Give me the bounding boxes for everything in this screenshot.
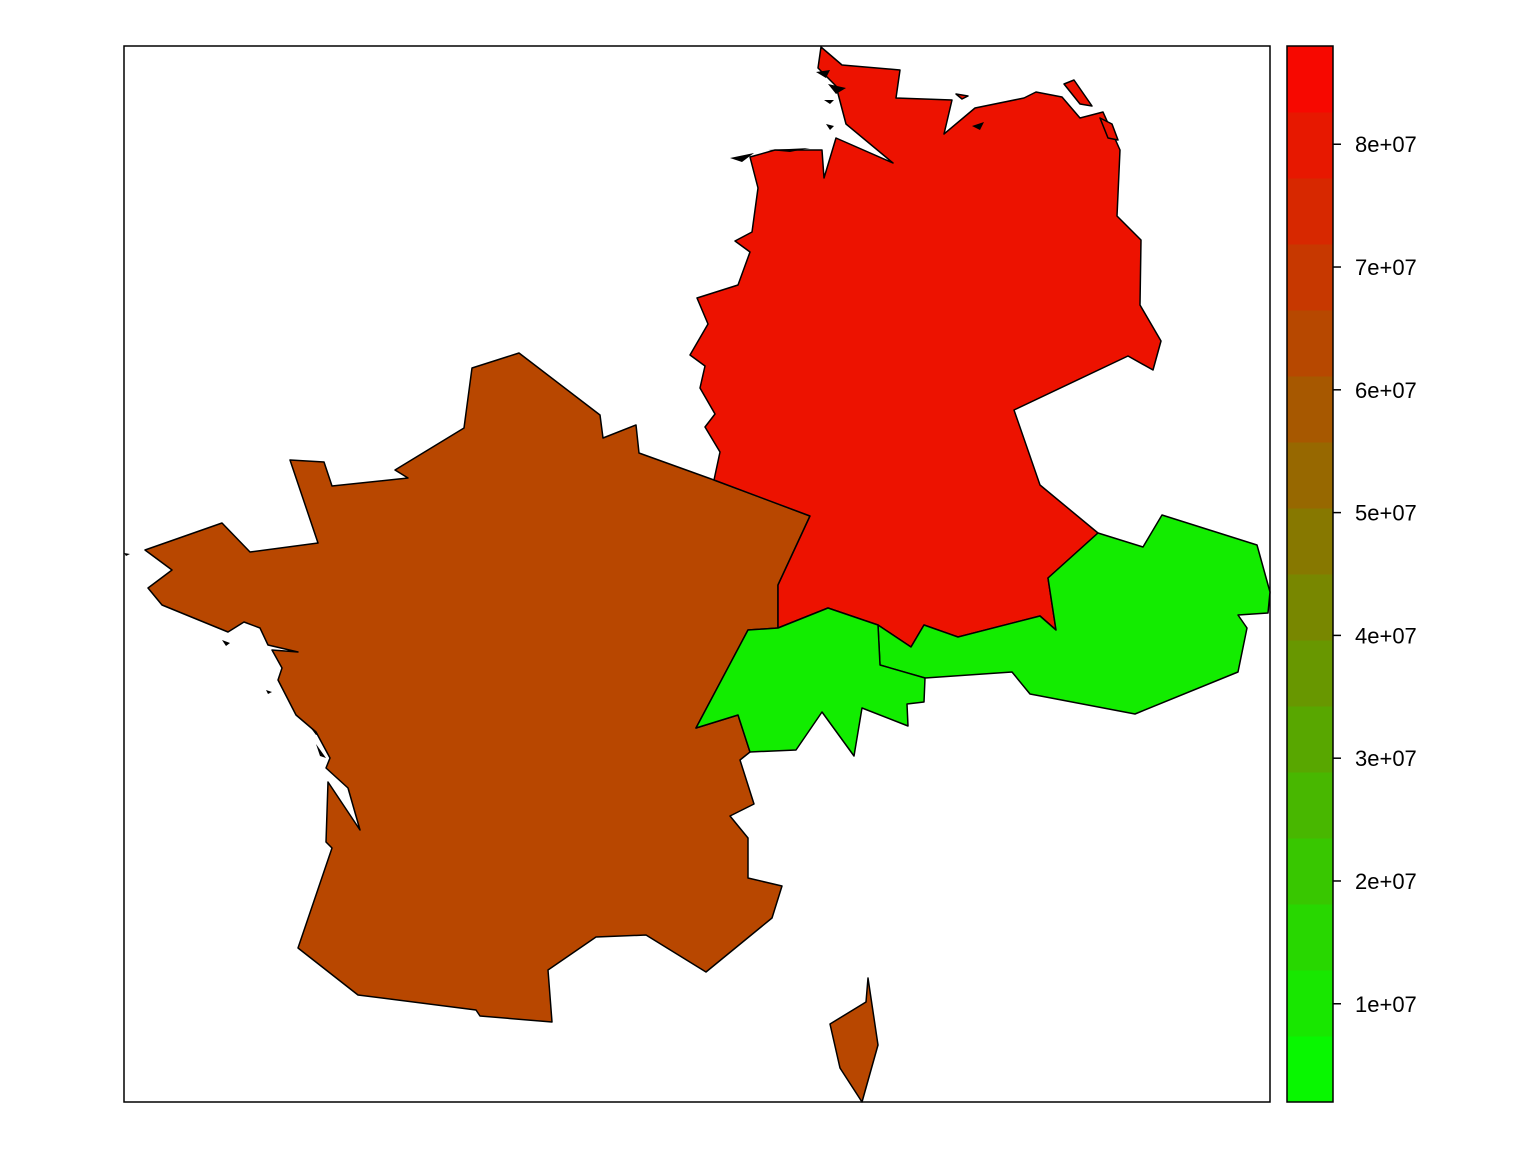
- region-france-islands: [124, 553, 879, 1103]
- colorbar-step: [1287, 706, 1333, 773]
- colorbar-tick-label: 4e+07: [1355, 623, 1417, 648]
- colorbar-step: [1287, 1036, 1333, 1103]
- colorbar-step: [1287, 574, 1333, 641]
- colorbar-step: [1287, 46, 1333, 113]
- colorbar-step: [1287, 442, 1333, 509]
- region-switzerland[interactable]: [695, 607, 926, 757]
- colorbar-ticks: 1e+07 2e+07 3e+07 4e+07 5e+07 6e+07 7e+07 8e+07: [1333, 132, 1417, 1017]
- colorbar-tick-label: 8e+07: [1355, 132, 1417, 157]
- colorbar-step: [1287, 376, 1333, 443]
- colorbar-step: [1287, 112, 1333, 179]
- colorbar-step: [1287, 640, 1333, 707]
- colorbar-gradient: [1287, 46, 1333, 1103]
- colorbar-tick-label: 6e+07: [1355, 378, 1417, 403]
- region-germany-islands: [730, 70, 1119, 162]
- colorbar-step: [1287, 838, 1333, 905]
- colorbar-step: [1287, 508, 1333, 575]
- colorbar-tick-label: 7e+07: [1355, 255, 1417, 280]
- colorbar-step: [1287, 310, 1333, 377]
- region-austria[interactable]: [877, 514, 1271, 715]
- colorbar-step: [1287, 772, 1333, 839]
- colorbar-tick-label: 3e+07: [1355, 746, 1417, 771]
- colorbar-tick-label: 2e+07: [1355, 869, 1417, 894]
- colorbar-step: [1287, 970, 1333, 1037]
- colorbar-step: [1287, 244, 1333, 311]
- colorbar-tick-label: 1e+07: [1355, 992, 1417, 1017]
- colorbar: 1e+07 2e+07 3e+07 4e+07 5e+07 6e+07 7e+07 8e+07: [1286, 45, 1417, 1103]
- colorbar-step: [1287, 904, 1333, 971]
- colorbar-step: [1287, 178, 1333, 245]
- colorbar-tick-label: 5e+07: [1355, 501, 1417, 526]
- colorbar-frame: [1286, 45, 1334, 1103]
- region-france[interactable]: [144, 352, 811, 1023]
